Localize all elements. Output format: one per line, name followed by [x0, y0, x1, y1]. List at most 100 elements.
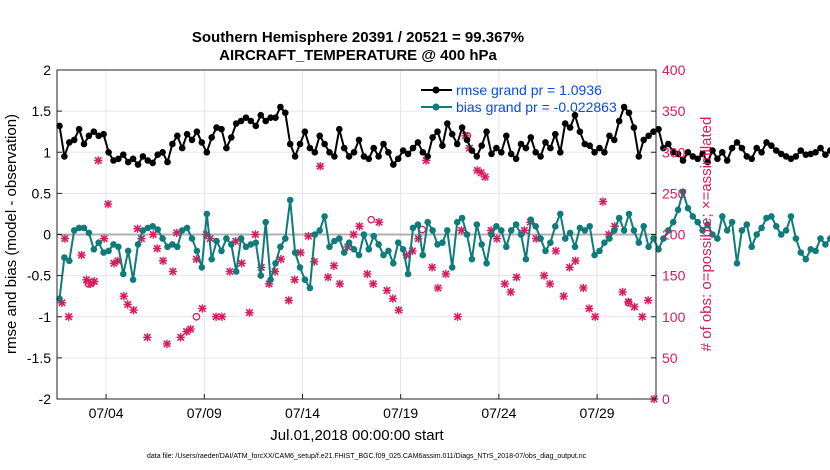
rmse-point: [444, 120, 451, 127]
bias-point: [399, 246, 407, 253]
rmse-point: [611, 136, 618, 144]
obs-assimilated-marker: [245, 308, 254, 317]
bias-point: [66, 257, 73, 265]
rmse-point: [404, 150, 412, 158]
bias-point: [787, 213, 795, 220]
bias-point: [625, 210, 633, 218]
bias-point: [326, 243, 333, 251]
rmse-point: [719, 149, 726, 156]
rmse-point: [124, 158, 132, 166]
rmse-point: [537, 153, 544, 160]
rmse-point: [380, 140, 387, 148]
obs-assimilated-marker: [453, 312, 462, 321]
rmse-point: [390, 161, 397, 168]
obs-assimilated-marker: [60, 234, 70, 243]
obs-assimilated-marker: [500, 279, 509, 289]
rmse-point: [777, 150, 785, 158]
rmse-point: [139, 153, 147, 160]
y-tick-label: -1: [39, 309, 52, 325]
obs-assimilated-marker: [329, 261, 339, 270]
obs-assimilated-marker: [323, 273, 333, 282]
bias-point: [124, 247, 132, 255]
rmse-point: [571, 111, 579, 119]
obs-assimilated-marker: [551, 246, 560, 256]
rmse-point: [694, 155, 701, 163]
bias-point: [586, 223, 593, 230]
y2-axis-label: # of obs: o=possible; ×=assimilated: [698, 117, 715, 352]
bias-point: [743, 221, 751, 228]
rmse-point: [738, 144, 746, 152]
rmse-point: [645, 132, 652, 140]
obs-assimilated-marker: [559, 292, 568, 301]
rmse-point: [542, 139, 549, 146]
bias-point: [527, 216, 535, 223]
bias-point: [728, 218, 736, 226]
bias-point: [311, 231, 319, 238]
obs-assimilated-marker: [57, 298, 67, 307]
bias-point: [650, 235, 657, 242]
rmse-point: [257, 111, 265, 119]
rmse-point: [198, 139, 206, 146]
bias-point: [655, 246, 662, 253]
rmse-point: [439, 142, 446, 149]
bias-point: [380, 251, 387, 259]
rmse-point: [178, 144, 186, 152]
obs-assimilated-marker: [251, 230, 260, 239]
rmse-point: [743, 153, 751, 160]
obs-assimilated-marker: [119, 292, 128, 301]
bias-point: [591, 251, 598, 259]
bias-point: [350, 246, 358, 253]
bias-point: [463, 231, 471, 238]
bias-point: [306, 284, 314, 292]
y2-tick-label: 300: [662, 144, 686, 160]
rmse-point: [517, 140, 525, 148]
rmse-point: [394, 155, 402, 163]
rmse-point: [277, 103, 284, 111]
rmse-point: [242, 114, 250, 121]
rmse-point: [522, 144, 530, 152]
rmse-point: [247, 117, 255, 125]
rmse-point: [340, 144, 348, 152]
rmse-point: [591, 149, 598, 156]
obs-assimilated-marker: [355, 222, 364, 231]
obs-assimilated-marker: [168, 267, 178, 276]
bias-point: [340, 249, 348, 256]
rmse-point: [679, 157, 687, 164]
rmse-point: [188, 136, 196, 144]
bias-point: [576, 224, 584, 232]
x-tick-label: 07/09: [187, 405, 222, 421]
bias-point: [257, 272, 265, 279]
bias-point: [228, 241, 235, 248]
obs-assimilated-marker: [579, 283, 588, 293]
bias-point: [699, 227, 706, 234]
rmse-point: [512, 155, 520, 163]
obs-assimilated-marker: [382, 286, 392, 295]
bias-point: [213, 237, 220, 245]
obs-assimilated-marker: [158, 256, 168, 265]
obs-assimilated-marker: [539, 271, 549, 280]
bias-point: [159, 235, 166, 242]
bias-point: [282, 235, 289, 242]
obs-assimilated-marker: [598, 197, 608, 206]
y2-tick-label: 150: [662, 268, 686, 284]
obs-assimilated-marker: [77, 250, 86, 260]
rmse-point: [498, 149, 505, 156]
bias-point: [331, 237, 338, 245]
bias-point: [630, 227, 638, 234]
y-tick-label: 0.5: [32, 185, 52, 201]
bias-point: [90, 246, 98, 253]
bias-point: [714, 235, 721, 242]
y-axis-left: -2 -1.5 -1 -0.5 0 0.5 1 1.5 2: [27, 62, 62, 407]
obs-assimilated-marker: [149, 230, 158, 239]
bias-point: [552, 223, 559, 230]
obs-assimilated-marker: [638, 312, 647, 321]
rmse-point: [620, 103, 628, 111]
bias-point: [645, 243, 652, 251]
bias-point: [355, 251, 363, 259]
rmse-point: [758, 149, 765, 156]
rmse-point: [488, 150, 495, 158]
rmse-point: [331, 153, 338, 160]
bias-point: [758, 224, 765, 232]
y2-tick-label: 200: [662, 227, 686, 243]
